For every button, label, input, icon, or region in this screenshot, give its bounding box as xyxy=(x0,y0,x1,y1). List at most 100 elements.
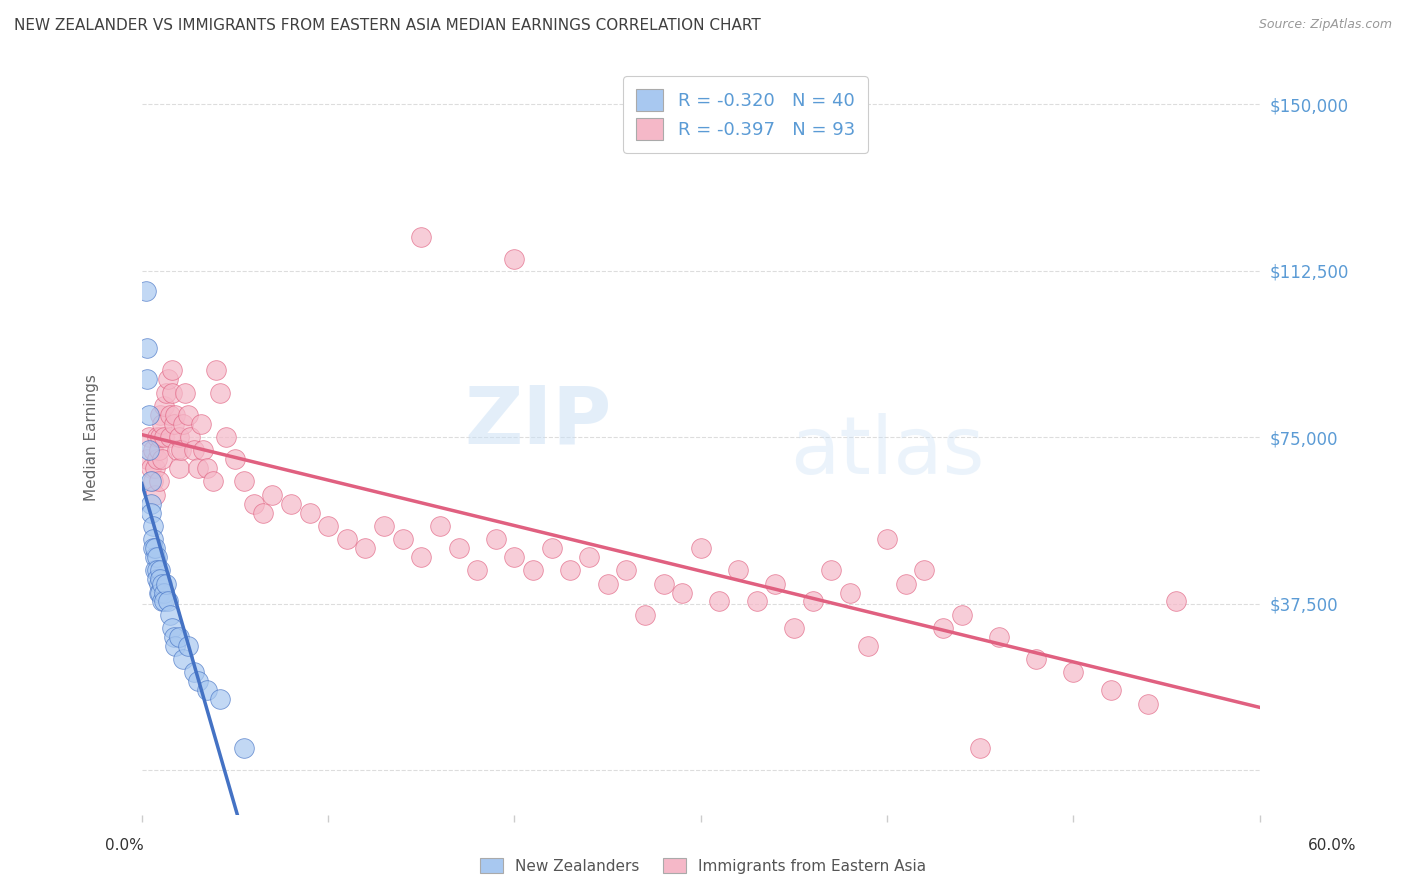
Point xyxy=(373,519,395,533)
Point xyxy=(727,563,749,577)
Point xyxy=(142,443,165,458)
Point xyxy=(950,607,973,622)
Point xyxy=(177,639,200,653)
Point xyxy=(209,692,232,706)
Point xyxy=(671,585,693,599)
Point xyxy=(150,594,173,608)
Point xyxy=(578,549,600,564)
Point xyxy=(280,497,302,511)
Point xyxy=(801,594,824,608)
Text: Median Earnings: Median Earnings xyxy=(84,374,98,500)
Point xyxy=(209,385,232,400)
Point xyxy=(136,372,159,386)
Point xyxy=(149,572,172,586)
Point xyxy=(170,443,193,458)
Point xyxy=(298,506,321,520)
Point xyxy=(262,488,284,502)
Point xyxy=(149,430,172,444)
Point xyxy=(820,563,842,577)
Point xyxy=(167,630,190,644)
Point xyxy=(150,576,173,591)
Point xyxy=(447,541,470,555)
Point xyxy=(190,417,212,431)
Point xyxy=(1099,683,1122,698)
Point xyxy=(172,417,194,431)
Text: NEW ZEALANDER VS IMMIGRANTS FROM EASTERN ASIA MEDIAN EARNINGS CORRELATION CHART: NEW ZEALANDER VS IMMIGRANTS FROM EASTERN… xyxy=(14,18,761,33)
Point xyxy=(252,506,274,520)
Point xyxy=(149,563,172,577)
Point xyxy=(540,541,562,555)
Point xyxy=(142,541,165,555)
Point xyxy=(205,363,228,377)
Point xyxy=(143,563,166,577)
Point xyxy=(179,430,201,444)
Point xyxy=(143,549,166,564)
Point xyxy=(141,506,163,520)
Text: atlas: atlas xyxy=(790,413,984,491)
Point xyxy=(485,533,508,547)
Point xyxy=(987,630,1010,644)
Point xyxy=(150,452,173,467)
Point xyxy=(173,385,195,400)
Point xyxy=(522,563,544,577)
Point xyxy=(138,430,160,444)
Point xyxy=(215,430,238,444)
Point xyxy=(143,541,166,555)
Point xyxy=(138,443,160,458)
Text: Source: ZipAtlas.com: Source: ZipAtlas.com xyxy=(1258,18,1392,31)
Point xyxy=(145,563,167,577)
Point xyxy=(136,452,159,467)
Point xyxy=(745,594,768,608)
Point xyxy=(932,621,955,635)
Point xyxy=(391,533,413,547)
Text: 60.0%: 60.0% xyxy=(1309,838,1357,854)
Point xyxy=(224,452,246,467)
Point xyxy=(183,443,205,458)
Point xyxy=(1164,594,1187,608)
Point xyxy=(148,585,170,599)
Point xyxy=(894,576,917,591)
Point xyxy=(195,683,218,698)
Point xyxy=(634,607,657,622)
Point xyxy=(148,576,170,591)
Point xyxy=(153,399,176,413)
Point xyxy=(763,576,786,591)
Point xyxy=(195,461,218,475)
Point xyxy=(142,519,165,533)
Point xyxy=(652,576,675,591)
Point xyxy=(1136,697,1159,711)
Point xyxy=(141,497,163,511)
Point xyxy=(159,408,181,422)
Point xyxy=(411,230,433,244)
Point xyxy=(411,549,433,564)
Point xyxy=(141,461,163,475)
Point xyxy=(145,549,167,564)
Point xyxy=(160,621,183,635)
Point xyxy=(150,417,173,431)
Point xyxy=(142,533,165,547)
Point xyxy=(969,741,991,756)
Point xyxy=(145,452,167,467)
Point xyxy=(689,541,711,555)
Point xyxy=(148,475,170,489)
Point xyxy=(187,461,209,475)
Text: ZIP: ZIP xyxy=(464,383,612,461)
Point xyxy=(148,443,170,458)
Point xyxy=(858,639,880,653)
Point xyxy=(876,533,898,547)
Point xyxy=(177,408,200,422)
Point xyxy=(354,541,377,555)
Point xyxy=(783,621,806,635)
Text: 0.0%: 0.0% xyxy=(105,838,145,854)
Point xyxy=(233,475,256,489)
Point xyxy=(614,563,637,577)
Point xyxy=(141,475,163,489)
Point xyxy=(1025,652,1047,666)
Point xyxy=(316,519,339,533)
Point xyxy=(138,408,160,422)
Point xyxy=(167,461,190,475)
Point xyxy=(838,585,860,599)
Point xyxy=(153,594,176,608)
Point xyxy=(912,563,935,577)
Point xyxy=(162,417,184,431)
